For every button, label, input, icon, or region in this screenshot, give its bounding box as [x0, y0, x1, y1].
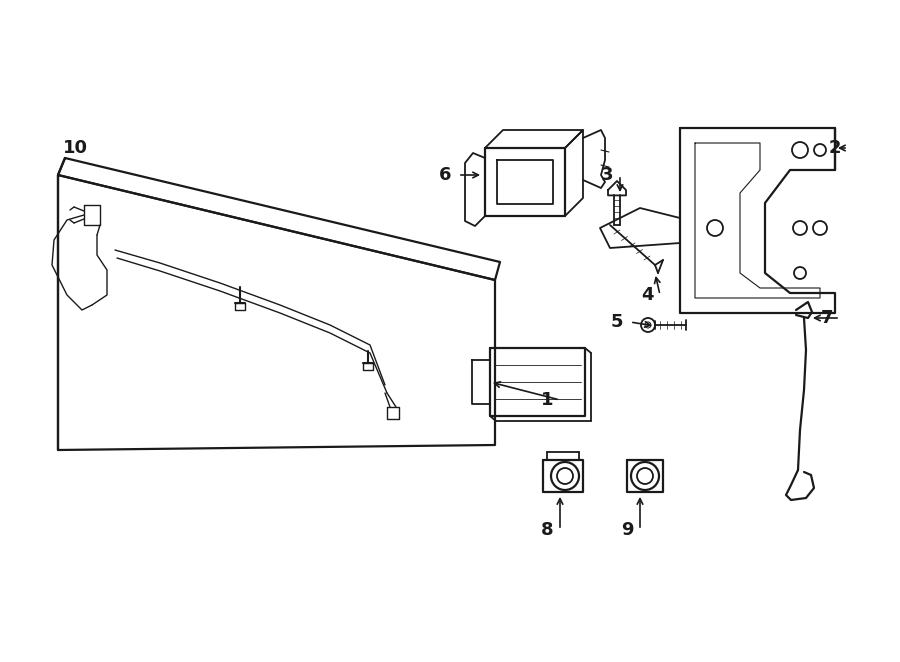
Text: 9: 9 [621, 521, 634, 539]
Text: 1: 1 [541, 391, 554, 409]
Text: 4: 4 [641, 286, 653, 304]
Text: 5: 5 [611, 313, 623, 331]
Text: 10: 10 [62, 139, 87, 157]
Text: 7: 7 [821, 309, 833, 327]
Text: 8: 8 [541, 521, 554, 539]
Text: 3: 3 [601, 166, 613, 184]
Text: 6: 6 [439, 166, 451, 184]
Text: 2: 2 [829, 139, 842, 157]
